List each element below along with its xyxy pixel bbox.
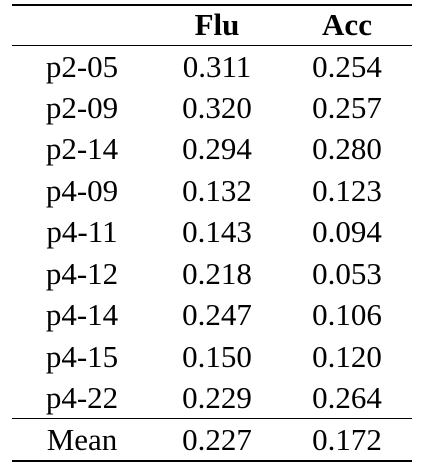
header-label-cell — [12, 4, 152, 46]
flu-value: 0.132 — [182, 172, 252, 208]
table-row: p2-09 0.320 0.257 — [12, 87, 412, 129]
acc-value: 0.257 — [312, 89, 382, 125]
row-label: p2-05 — [45, 48, 119, 84]
results-table-container: Flu Acc p2-05 0.311 0.254 p2-09 0.320 0.… — [12, 4, 412, 462]
table-row: p2-05 0.311 0.254 — [12, 45, 412, 87]
acc-value: 0.264 — [312, 380, 382, 415]
flu-value: 0.229 — [182, 380, 252, 415]
mean-label: Mean — [12, 418, 152, 462]
header-flu: Flu — [152, 4, 282, 46]
flu-value: 0.143 — [182, 214, 252, 250]
row-label: p4-09 — [45, 172, 119, 208]
mean-row: Mean 0.227 0.172 — [12, 418, 412, 462]
row-label: p4-12 — [45, 255, 119, 291]
table-row: p4-22 0.229 0.264 — [12, 377, 412, 419]
table-row: p2-14 0.294 0.280 — [12, 128, 412, 170]
acc-value: 0.254 — [312, 48, 382, 84]
table-header: Flu Acc — [12, 4, 412, 46]
acc-value: 0.053 — [312, 255, 382, 291]
header-row: Flu Acc — [12, 4, 412, 46]
flu-value: 0.320 — [182, 89, 252, 125]
mean-flu-value: 0.227 — [152, 418, 282, 462]
flu-value: 0.247 — [182, 297, 252, 333]
table-row: p4-11 0.143 0.094 — [12, 211, 412, 253]
mean-acc-value: 0.172 — [282, 418, 412, 462]
flu-value: 0.150 — [182, 338, 252, 374]
flu-value: 0.218 — [182, 255, 252, 291]
row-label: p2-14 — [45, 131, 119, 167]
table-row: p4-15 0.150 0.120 — [12, 336, 412, 378]
acc-value: 0.106 — [312, 297, 382, 333]
row-label: p4-15 — [45, 338, 119, 374]
header-acc: Acc — [282, 4, 412, 46]
table-footer: Mean 0.227 0.172 — [12, 418, 412, 462]
table-body: p2-05 0.311 0.254 p2-09 0.320 0.257 p2-1… — [12, 45, 412, 419]
acc-value: 0.280 — [312, 131, 382, 167]
table-row: p4-12 0.218 0.053 — [12, 253, 412, 295]
table-row: p4-14 0.247 0.106 — [12, 294, 412, 336]
acc-value: 0.123 — [312, 172, 382, 208]
acc-value: 0.120 — [312, 338, 382, 374]
flu-value: 0.294 — [182, 131, 252, 167]
acc-value: 0.094 — [312, 214, 382, 250]
flu-value: 0.311 — [182, 48, 252, 84]
row-label: p4-22 — [45, 380, 119, 415]
row-label: p4-11 — [46, 214, 118, 250]
row-label: p4-14 — [45, 297, 119, 333]
table-row: p4-09 0.132 0.123 — [12, 170, 412, 212]
results-table: Flu Acc p2-05 0.311 0.254 p2-09 0.320 0.… — [12, 4, 412, 462]
row-label: p2-09 — [45, 89, 119, 125]
